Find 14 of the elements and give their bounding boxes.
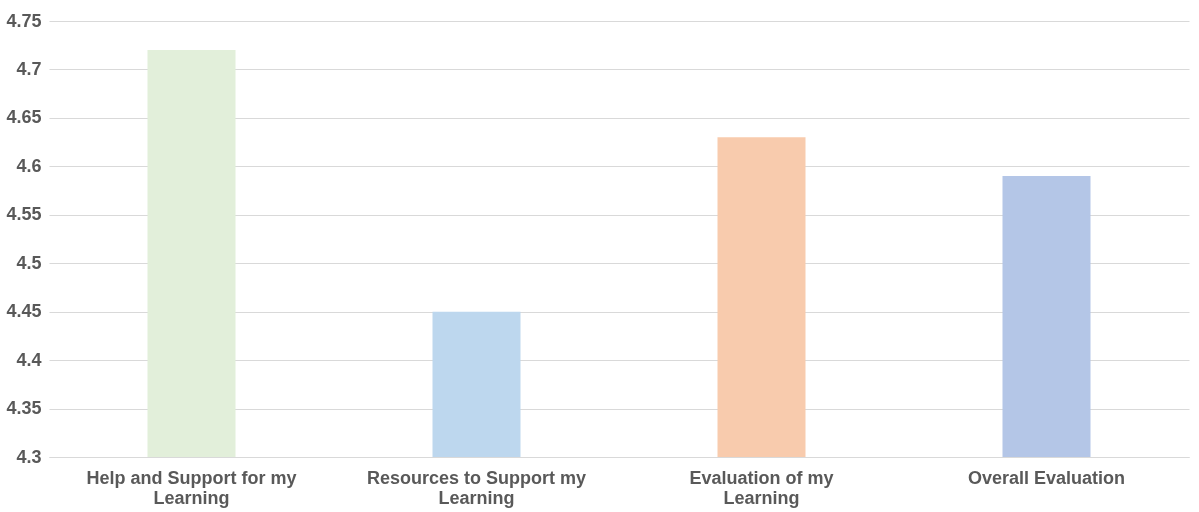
- y-tick-label: 4.75: [6, 10, 42, 31]
- y-tick-label: 4.4: [16, 349, 42, 370]
- y-tick-label: 4.65: [6, 107, 42, 128]
- y-tick-label: 4.45: [6, 301, 42, 322]
- y-tick-label: 4.55: [6, 204, 42, 225]
- y-tick-label: 4.6: [16, 155, 42, 176]
- y-tick-label: 4.5: [16, 252, 42, 273]
- x-tick-label: Resources to Support my Learning: [366, 467, 587, 508]
- x-tick-label: Overall Evaluation: [967, 467, 1126, 488]
- y-tick-label: 4.7: [16, 58, 42, 79]
- y-tick-label: 4.35: [6, 398, 42, 419]
- x-tick-label: Help and Support for my Learning: [86, 467, 297, 508]
- y-tick-label: 4.3: [16, 446, 42, 467]
- x-tick-label: Evaluation of my Learning: [689, 467, 834, 508]
